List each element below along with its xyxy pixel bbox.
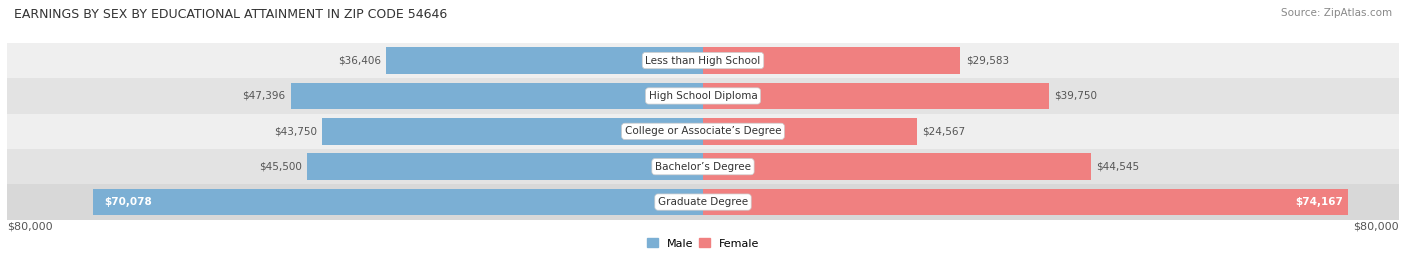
Bar <box>7 184 1399 220</box>
Text: Source: ZipAtlas.com: Source: ZipAtlas.com <box>1281 8 1392 18</box>
Text: $80,000: $80,000 <box>1354 222 1399 232</box>
Bar <box>703 153 1091 180</box>
Bar <box>7 149 1399 184</box>
Bar <box>322 118 703 144</box>
Text: Bachelor’s Degree: Bachelor’s Degree <box>655 162 751 172</box>
Bar <box>7 114 1399 149</box>
Text: $80,000: $80,000 <box>7 222 52 232</box>
Text: $43,750: $43,750 <box>274 126 316 136</box>
Bar <box>291 83 703 109</box>
Text: High School Diploma: High School Diploma <box>648 91 758 101</box>
Text: $70,078: $70,078 <box>104 197 152 207</box>
Text: Less than High School: Less than High School <box>645 55 761 66</box>
Bar <box>307 153 703 180</box>
Text: $39,750: $39,750 <box>1054 91 1097 101</box>
Text: EARNINGS BY SEX BY EDUCATIONAL ATTAINMENT IN ZIP CODE 54646: EARNINGS BY SEX BY EDUCATIONAL ATTAINMEN… <box>14 8 447 21</box>
Text: Graduate Degree: Graduate Degree <box>658 197 748 207</box>
Text: $44,545: $44,545 <box>1097 162 1139 172</box>
Bar <box>7 78 1399 114</box>
Text: $36,406: $36,406 <box>337 55 381 66</box>
Text: $47,396: $47,396 <box>242 91 285 101</box>
Bar <box>7 43 1399 78</box>
Text: $45,500: $45,500 <box>259 162 302 172</box>
Bar <box>93 189 703 215</box>
Text: $29,583: $29,583 <box>966 55 1010 66</box>
Bar <box>703 47 960 74</box>
Bar <box>387 47 703 74</box>
Bar <box>703 189 1348 215</box>
Bar <box>703 118 917 144</box>
Legend: Male, Female: Male, Female <box>643 234 763 253</box>
Text: College or Associate’s Degree: College or Associate’s Degree <box>624 126 782 136</box>
Bar <box>703 83 1049 109</box>
Text: $24,567: $24,567 <box>922 126 966 136</box>
Text: $74,167: $74,167 <box>1295 197 1343 207</box>
